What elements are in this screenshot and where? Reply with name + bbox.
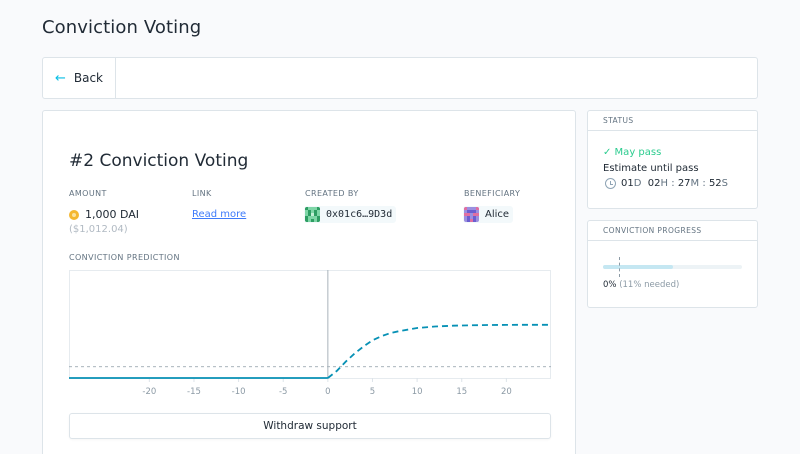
timer-days: 01: [621, 178, 634, 189]
creator-address[interactable]: 0x01c6…9D3d: [304, 206, 397, 223]
progress-fill: [603, 265, 673, 269]
status-subtitle: Estimate until pass: [603, 163, 699, 174]
conviction-series-prediction: [327, 323, 551, 379]
status-heading: STATUS: [588, 111, 757, 131]
chart-x-tick-label: 0: [325, 387, 330, 397]
progress-bar: [603, 265, 742, 269]
status-state: ✓ May pass: [603, 147, 662, 158]
chart-x-tick-label: 20: [501, 387, 512, 397]
arrow-left-icon: ←: [54, 70, 66, 86]
chart-x-tick-label: 15: [456, 387, 467, 397]
timer-hours: 02: [647, 178, 661, 189]
beneficiary-avatar: [464, 207, 479, 222]
conviction-progress-panel: CONVICTION PROGRESS 0% (11% needed): [587, 220, 758, 308]
clock-icon: [605, 178, 616, 189]
chart-x-tick-label: -20: [142, 387, 156, 397]
chart-x-tick-label: 5: [370, 387, 375, 397]
progress-needed: (11% needed): [619, 280, 680, 290]
progress-heading: CONVICTION PROGRESS: [588, 221, 757, 241]
timer-seconds-unit: S: [721, 178, 729, 189]
chart-x-tick-label: -5: [279, 387, 287, 397]
timer-seconds: 52: [708, 178, 722, 189]
navigation-bar: ← Back: [42, 57, 758, 99]
back-label: Back: [73, 71, 104, 85]
created-by-label: CREATED BY: [305, 189, 359, 198]
read-more-link[interactable]: Read more: [192, 209, 247, 220]
dai-token-icon: [69, 209, 79, 220]
proposal-title: #2 Conviction Voting: [69, 151, 249, 171]
status-panel: STATUS ✓ May pass Estimate until pass 01…: [587, 110, 758, 209]
beneficiary-label: BENEFICIARY: [464, 189, 521, 198]
countdown-timer: 01D 02H : 27M : 52S: [605, 178, 728, 189]
timer-days-unit: D: [633, 178, 642, 189]
chart-x-tick-label: -15: [187, 387, 201, 397]
proposal-card: #2 Conviction Voting AMOUNT LINK CREATED…: [42, 110, 576, 454]
withdraw-support-button[interactable]: Withdraw support: [69, 413, 551, 439]
conviction-chart: -20 -15 -10 -5 0 5 10 15 20: [69, 270, 551, 397]
amount-text: 1,000 DAI: [85, 208, 140, 221]
back-button[interactable]: ← Back: [43, 58, 116, 98]
timer-minutes-unit: M: [690, 178, 700, 189]
page-title: Conviction Voting: [42, 17, 202, 38]
chart-plot-area: [69, 270, 551, 379]
chart-title: CONVICTION PREDICTION: [69, 253, 180, 262]
progress-current: 0%: [603, 280, 617, 290]
chart-x-tick-label: -10: [232, 387, 246, 397]
progress-text: 0% (11% needed): [603, 280, 679, 290]
progress-needed-marker: [619, 257, 620, 277]
amount-usd: ($1,012.04): [69, 224, 128, 235]
link-label: LINK: [192, 189, 212, 198]
amount-value: 1,000 DAI: [69, 208, 139, 221]
beneficiary[interactable]: Alice: [463, 206, 514, 223]
chart-x-tick-label: 10: [412, 387, 423, 397]
timer-minutes: 27: [677, 178, 691, 189]
creator-identicon: [305, 207, 320, 222]
beneficiary-name: Alice: [485, 209, 510, 220]
amount-label: AMOUNT: [69, 189, 107, 198]
creator-address-text: 0x01c6…9D3d: [326, 209, 393, 220]
timer-hours-unit: H: [660, 178, 669, 189]
